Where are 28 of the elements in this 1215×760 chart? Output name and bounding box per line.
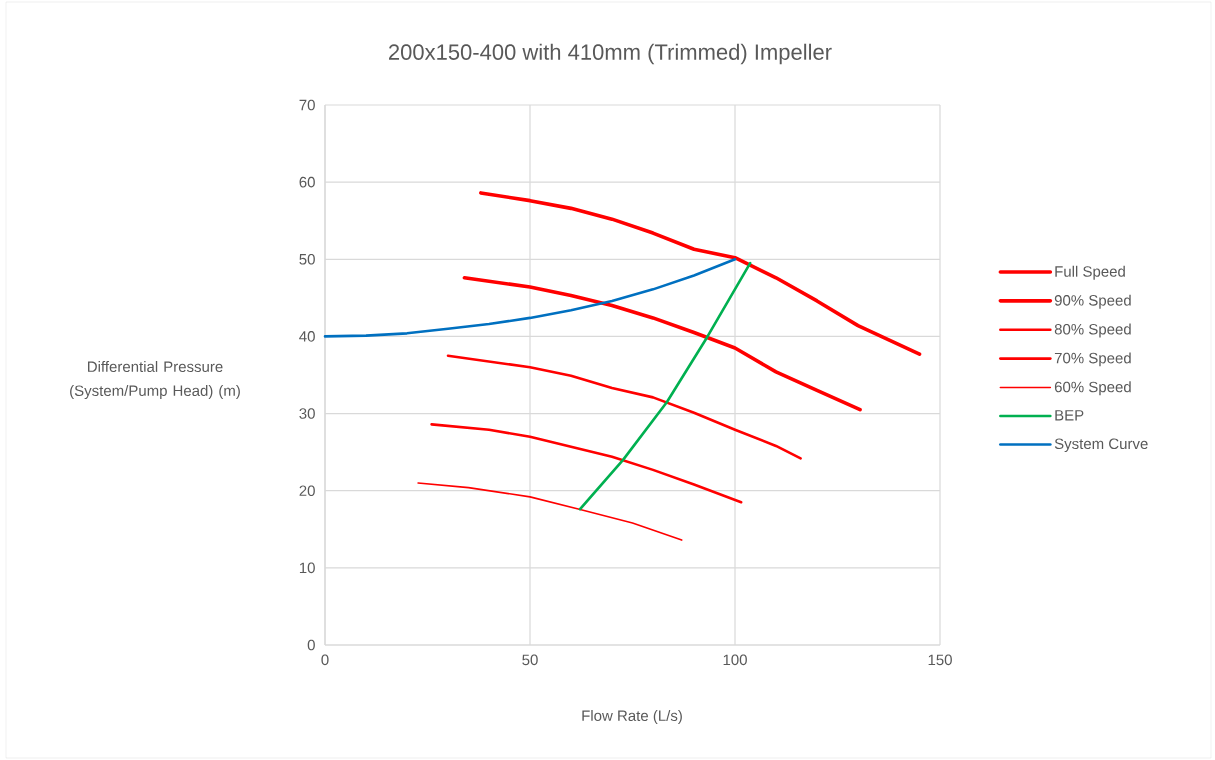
legend-label: BEP bbox=[1055, 410, 1084, 421]
y-tick-label: 10 bbox=[299, 562, 315, 574]
line-series bbox=[578, 261, 752, 511]
x-axis-title: Flow Rate (L/s) bbox=[582, 710, 682, 724]
legend-label: 60% Speed bbox=[1054, 381, 1131, 396]
y-tick-label: 70 bbox=[299, 99, 315, 111]
y-tick-label: 50 bbox=[299, 253, 315, 265]
x-tick-label: 50 bbox=[522, 654, 538, 666]
chart-title: 200x150-400 with 410mm (Trimmed) Impeller bbox=[389, 43, 832, 65]
line-series bbox=[462, 275, 862, 412]
y-tick-label: 40 bbox=[299, 331, 315, 342]
legend-label: 70% Speed bbox=[1054, 352, 1131, 367]
legend-label: Full Speed bbox=[1055, 265, 1125, 280]
legend-label: 90% Speed bbox=[1054, 294, 1131, 309]
line-series bbox=[479, 191, 922, 356]
x-tick-label: 0 bbox=[321, 654, 329, 666]
y-axis-title: Differential Pressure (System/Pump Head) (m) bbox=[70, 361, 240, 399]
legend-label: System Curve bbox=[1054, 438, 1148, 453]
line-series bbox=[417, 482, 683, 541]
y-tick-label: 60 bbox=[299, 176, 315, 188]
line-series bbox=[323, 257, 737, 338]
y-tick-label: 20 bbox=[299, 485, 315, 497]
x-tick-label: 150 bbox=[928, 654, 952, 666]
legend-label: 80% Speed bbox=[1054, 323, 1131, 338]
y-tick-label: 30 bbox=[299, 408, 315, 419]
y-tick-label: 0 bbox=[307, 639, 315, 651]
x-tick-label: 100 bbox=[723, 654, 747, 666]
line-series bbox=[446, 354, 802, 460]
